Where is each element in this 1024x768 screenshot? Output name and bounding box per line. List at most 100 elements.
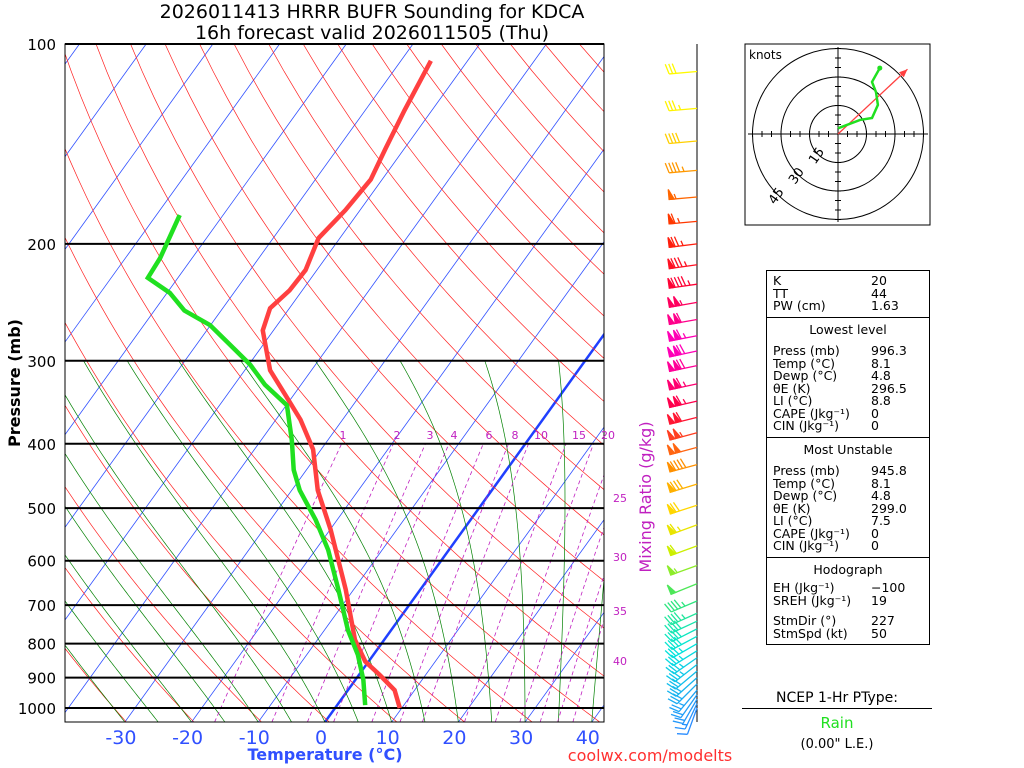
isotherm-line	[65, 44, 280, 343]
wind-barb	[666, 523, 698, 536]
wind-barb	[666, 442, 698, 456]
mixing-ratio-tick: 10	[534, 429, 548, 442]
wind-barb	[667, 312, 698, 326]
stat-row: θE (K) 296.5	[773, 380, 923, 396]
mixing-ratio-line	[464, 443, 567, 722]
mixing-ratio-tick: 3	[427, 429, 434, 442]
stat-label: LI (°C)	[773, 393, 813, 408]
dry-adiabat-line	[268, 44, 604, 446]
stat-value: 0	[871, 538, 879, 553]
wind-barb	[672, 698, 698, 725]
profiles	[144, 59, 433, 709]
isotherm-line	[323, 332, 604, 722]
moist-adiabat-line	[240, 360, 426, 722]
mixing-ratio-line	[371, 443, 484, 722]
stat-value: 0	[871, 525, 879, 541]
x-tick-label: -30	[105, 727, 136, 749]
ptype-amount: (0.00" L.E.)	[800, 737, 874, 752]
storm-motion-arrowhead	[899, 69, 908, 78]
y-tick-label: 700	[27, 597, 56, 615]
moist-adiabat-line	[65, 554, 192, 722]
stat-value: 0	[871, 418, 879, 433]
dry-adiabat-line	[164, 44, 604, 582]
stat-value: 50	[871, 625, 887, 641]
stat-row: StmSpd (kt) 50	[773, 625, 923, 641]
plot-frame	[64, 43, 605, 723]
x-tick-label: -20	[172, 727, 203, 749]
wind-barb	[666, 377, 698, 391]
temperature-profile-line	[260, 59, 433, 709]
wind-barb	[664, 635, 698, 651]
moist-adiabat-line	[65, 505, 226, 722]
wind-barb	[666, 411, 698, 425]
wind-barb	[664, 100, 698, 112]
stat-value: 8.1	[871, 475, 891, 491]
stat-label: Temp (°C)	[773, 475, 836, 491]
wind-barb	[667, 683, 698, 705]
dry-adiabat-line	[65, 647, 127, 722]
stat-value: 8.8	[871, 393, 891, 408]
stat-label: Dewp (°C)	[773, 368, 838, 383]
moist-adiabat-line	[399, 360, 493, 722]
pressure-gridlines	[65, 43, 604, 709]
dry-adiabat-line	[406, 44, 604, 275]
wind-barb	[666, 479, 698, 494]
wind-barb	[664, 599, 698, 613]
stat-label: Temp (°C)	[773, 355, 836, 371]
stat-label: TT	[773, 285, 789, 301]
dewpoint-profile-line	[144, 214, 368, 706]
section-header: Hodograph	[813, 561, 883, 577]
stat-row: Temp (°C) 8.1	[773, 355, 923, 371]
wind-barb	[666, 501, 698, 515]
stat-value: 4.8	[871, 488, 891, 503]
isotherm-line	[458, 519, 604, 722]
stat-value: 0	[871, 405, 879, 421]
stat-value: 4.8	[871, 368, 891, 383]
stat-value: 19	[871, 592, 887, 608]
stat-label: CAPE (Jkg⁻¹)	[773, 405, 850, 421]
moist-adiabat-line	[65, 394, 292, 722]
mixing-ratio-line	[494, 443, 594, 722]
stat-label: θE (K)	[773, 500, 811, 516]
title-line2: 16h forecast valid 2026011505 (Thu)	[195, 22, 549, 44]
wind-barb	[674, 703, 698, 730]
stat-row: Dewp (°C) 4.8	[773, 368, 923, 383]
mixing-ratio-line	[307, 443, 426, 722]
footer-credit: coolwx.com/modelts	[568, 746, 732, 765]
stat-label: CAPE (Jkg⁻¹)	[773, 525, 850, 541]
mixing-ratio-tick: 35	[613, 605, 627, 618]
mixing-ratio-tick: 2	[394, 429, 401, 442]
stat-label: K	[773, 273, 782, 288]
wind-barb	[666, 344, 698, 358]
stat-value: 44	[871, 285, 887, 301]
mixing-ratio-tick: 25	[613, 492, 627, 505]
isotherm-line	[391, 426, 604, 722]
y-tick-label: 500	[27, 500, 56, 518]
x-tick-label: 10	[376, 727, 400, 749]
stat-value: 996.3	[871, 343, 907, 358]
wind-barb	[676, 707, 698, 735]
title-line1: 2026011413 HRRR BUFR Sounding for KDCA	[160, 1, 585, 23]
hodograph-end-dot	[877, 65, 883, 71]
stat-value: 296.5	[871, 380, 907, 396]
ptype-panel: NCEP 1-Hr PType: Rain (0.00" L.E.)	[742, 690, 932, 752]
wind-barb	[666, 583, 698, 596]
x-tick-labels: -30 -20 -10 0 10 20 30 40	[105, 727, 600, 749]
dry-adiabat-line	[65, 486, 262, 722]
stat-label: CIN (Jkg⁻¹)	[773, 418, 839, 433]
wind-barb	[666, 358, 698, 373]
dry-adiabat-line	[65, 236, 465, 722]
stat-label: Press (mb)	[773, 343, 840, 358]
dry-adiabat-line	[65, 404, 330, 722]
y-tick-label: 600	[27, 553, 56, 571]
moist-adiabat-line	[65, 600, 159, 722]
y-tick-label: 200	[27, 236, 56, 254]
wind-barb	[666, 544, 698, 557]
dry-adiabat-line	[95, 44, 604, 677]
x-tick-label: 0	[315, 727, 327, 749]
lowest-level-section: Lowest level Press (mb) 996.3 Temp (°C) 8.1 D…	[767, 316, 929, 437]
mixing-ratio-line	[333, 443, 450, 722]
isotherm-line	[65, 44, 214, 251]
stat-row: PW (cm) 1.63	[773, 299, 923, 313]
